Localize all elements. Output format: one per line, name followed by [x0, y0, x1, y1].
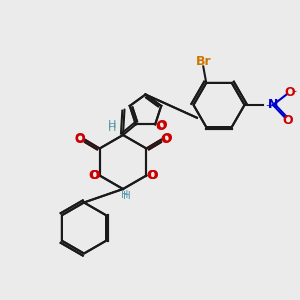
Text: -: - [292, 86, 296, 97]
Text: H: H [123, 190, 130, 201]
Text: O: O [146, 169, 157, 182]
Text: H: H [122, 190, 129, 200]
Text: O: O [283, 113, 293, 127]
Text: O: O [75, 133, 86, 146]
Text: +: + [265, 100, 272, 109]
Text: O: O [161, 131, 172, 145]
Text: O: O [147, 169, 158, 182]
Text: N: N [268, 98, 278, 112]
Text: O: O [88, 169, 99, 182]
Text: O: O [284, 86, 295, 99]
Text: H: H [107, 123, 116, 134]
Text: Br: Br [195, 55, 211, 68]
Text: O: O [156, 119, 166, 132]
Text: H: H [108, 119, 117, 130]
Text: O: O [160, 133, 171, 146]
Text: O: O [155, 120, 166, 133]
Text: O: O [89, 169, 100, 182]
Text: O: O [74, 131, 85, 145]
